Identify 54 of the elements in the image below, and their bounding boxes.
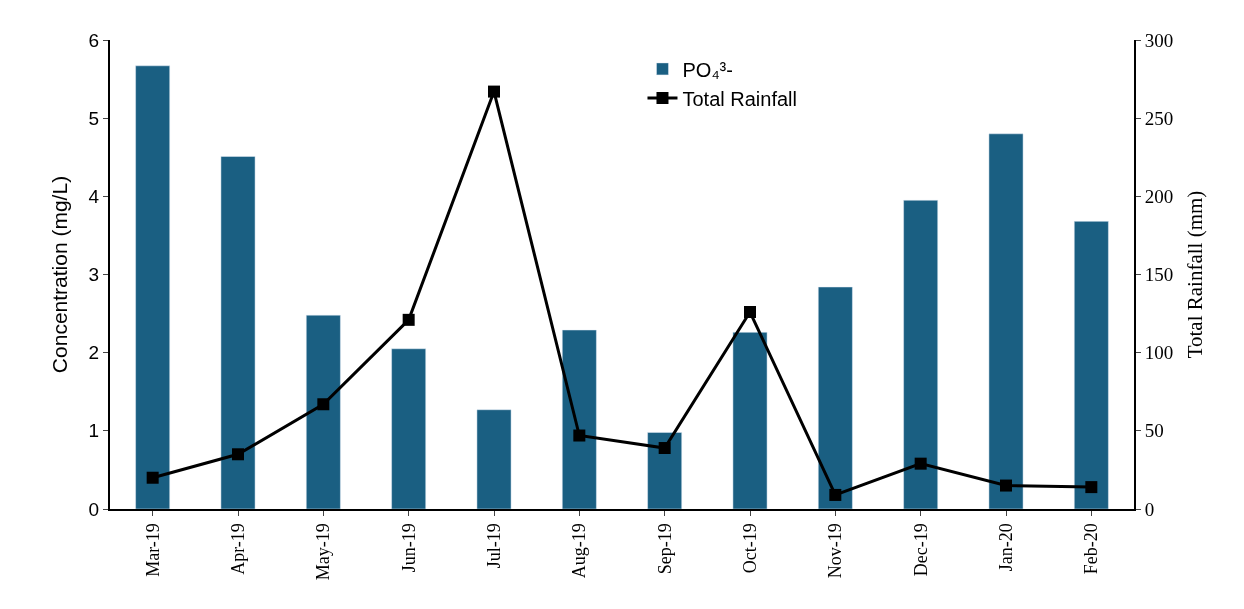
- x-tick-label: Aug-19: [569, 523, 590, 579]
- bar: [647, 432, 682, 509]
- y-tick-label: 5: [88, 107, 100, 129]
- bar: [732, 332, 768, 509]
- point: [914, 457, 927, 470]
- point: [573, 429, 586, 442]
- x-tick-label: Mar-19: [142, 523, 163, 577]
- point: [1000, 479, 1012, 492]
- y-tick-label: 6: [88, 29, 100, 51]
- y-tick-label: 0: [88, 498, 100, 520]
- x-tick-label: May-19: [313, 523, 334, 581]
- bar: [562, 329, 597, 509]
- y2-tick-label: 100: [1144, 342, 1174, 364]
- bar: [135, 65, 170, 509]
- bar: [1074, 221, 1109, 509]
- y-tick-label: 1: [88, 420, 100, 442]
- point: [744, 306, 756, 319]
- bar: [306, 314, 341, 509]
- legend-label: Total Rainfall: [682, 87, 797, 110]
- y2-tick-label: 200: [1144, 185, 1174, 207]
- point: [658, 442, 671, 455]
- bar: [476, 409, 512, 509]
- y2-tick-label: 150: [1144, 264, 1174, 286]
- x-tick-label: Apr-19: [227, 523, 248, 575]
- bar: [220, 156, 256, 509]
- bar: [391, 348, 426, 509]
- y2-tick-label: 0: [1144, 498, 1155, 520]
- legend-label: PO₄³-: [682, 58, 733, 81]
- y-axis-title: Concentration (mg/L): [48, 175, 72, 374]
- point: [146, 471, 159, 484]
- point: [488, 85, 500, 98]
- x-tick-label: Sep-19: [654, 523, 675, 575]
- point: [829, 488, 842, 501]
- point: [317, 398, 330, 411]
- x-tick-label: Oct-19: [739, 523, 760, 574]
- point: [232, 448, 244, 461]
- bar: [988, 133, 1024, 509]
- y2-axis-title: Total Rainfall (mm): [1183, 190, 1207, 359]
- x-tick-label: Nov-19: [825, 523, 846, 579]
- point: [402, 313, 415, 326]
- x-tick-label: Feb-20: [1081, 523, 1102, 575]
- bar: [818, 286, 853, 509]
- y2-tick-label: 250: [1144, 107, 1174, 129]
- y2-tick-label: 300: [1144, 29, 1174, 51]
- y-tick-label: 3: [88, 264, 100, 286]
- y-tick-label: 4: [88, 185, 100, 207]
- x-tick-label: Dec-19: [910, 523, 931, 577]
- x-tick-label: Jul-19: [483, 523, 504, 569]
- y-tick-label: 2: [88, 342, 100, 364]
- x-tick-label: Jun-19: [398, 523, 419, 573]
- y2-tick-label: 50: [1144, 420, 1164, 442]
- point: [1085, 481, 1098, 494]
- bar: [903, 199, 938, 509]
- x-tick-label: Jan-20: [995, 523, 1016, 572]
